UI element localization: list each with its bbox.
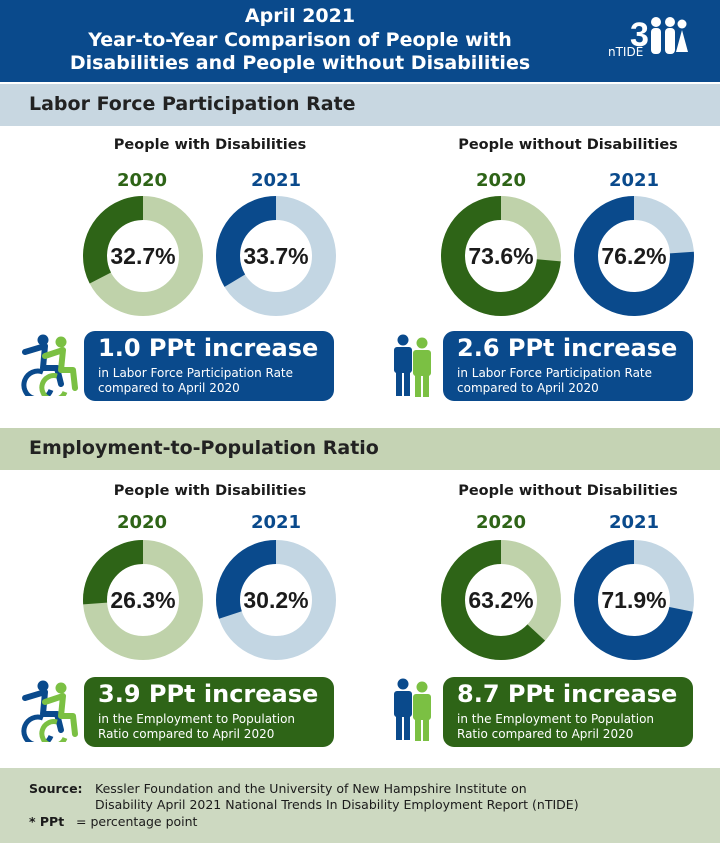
donut-arc (83, 540, 203, 660)
wheelchair-icon (21, 680, 78, 742)
group-label: People without Disabilities (458, 483, 678, 499)
increase-caption-line1: in Labor Force Participation Rate (98, 366, 294, 380)
title-line-1: April 2021 (244, 5, 356, 27)
ppt-definition: = percentage point (76, 814, 198, 829)
increase-callout: 8.7 PPt increase in the Employment to Po… (443, 677, 693, 747)
donut-chart: 30.2% (216, 540, 336, 660)
people-icon (394, 334, 431, 397)
wheelchair-icon (21, 334, 78, 396)
donut-value: 30.2% (243, 587, 309, 613)
donut-arc (83, 196, 203, 316)
donut-chart: 73.6% (441, 196, 561, 316)
section-title: Employment-to-Population Ratio (29, 437, 379, 459)
increase-value: 2.6 PPt increase (457, 334, 678, 362)
increase-value: 8.7 PPt increase (457, 680, 678, 708)
ppt-label: * PPt (29, 814, 65, 829)
increase-value: 1.0 PPt increase (98, 334, 319, 362)
increase-caption-line2: Ratio compared to April 2020 (98, 727, 275, 741)
increase-caption-line1: in the Employment to Population (98, 712, 296, 726)
year-label-2021: 2021 (250, 170, 302, 191)
donut-chart: 32.7% (83, 196, 203, 316)
increase-callout: 3.9 PPt increase in the Employment to Po… (84, 677, 334, 747)
donut-arc (441, 196, 561, 316)
donut-arc (574, 196, 694, 316)
year-label-2021: 2021 (608, 512, 660, 533)
year-label-2021: 2021 (250, 512, 302, 533)
source-line-2: Disability April 2021 National Trends In… (95, 797, 579, 812)
year-label-2020: 2020 (116, 170, 168, 191)
increase-caption-line2: compared to April 2020 (98, 381, 240, 395)
year-label-2020: 2020 (475, 170, 527, 191)
logo-text: nTIDE (608, 45, 644, 59)
donut-chart: 33.7% (216, 196, 336, 316)
logo-number: 3 (630, 16, 649, 54)
donut-chart: 76.2% (574, 196, 694, 316)
increase-callout: 1.0 PPt increase in Labor Force Particip… (84, 331, 334, 401)
header-banner: April 2021 Year-to-Year Comparison of Pe… (0, 0, 720, 82)
year-label-2020: 2020 (116, 512, 168, 533)
donut-arc (574, 540, 694, 660)
donut-value: 32.7% (110, 243, 176, 269)
group-label: People without Disabilities (458, 137, 678, 153)
year-label-2020: 2020 (475, 512, 527, 533)
group-label: People with Disabilities (113, 137, 307, 153)
ntide-logo: 3 nTIDE (608, 14, 694, 74)
footer-source: Source: Kessler Foundation and the Unive… (0, 768, 720, 843)
group-label: People with Disabilities (113, 483, 307, 499)
increase-caption-line1: in Labor Force Participation Rate (457, 366, 653, 380)
donut-arc (441, 540, 561, 660)
donut-arc (216, 540, 336, 660)
title-line-2: Year-to-Year Comparison of People with (88, 29, 512, 51)
increase-callout: 2.6 PPt increase in Labor Force Particip… (443, 331, 693, 401)
section-band-employment: Employment-to-Population Ratio (0, 428, 720, 470)
source-label: Source: (29, 781, 83, 796)
title-line-3: Disabilities and People without Disabili… (69, 52, 531, 74)
increase-value: 3.9 PPt increase (98, 680, 319, 708)
donut-value: 71.9% (601, 587, 667, 613)
section-title: Labor Force Participation Rate (29, 93, 356, 115)
donut-chart: 71.9% (574, 540, 694, 660)
donut-chart: 63.2% (441, 540, 561, 660)
donut-value: 63.2% (468, 587, 534, 613)
donut-value: 26.3% (110, 587, 176, 613)
section-band-labor-force: Labor Force Participation Rate (0, 84, 720, 126)
source-line-1: Kessler Foundation and the University of… (95, 781, 527, 796)
donut-chart: 26.3% (83, 540, 203, 660)
year-label-2021: 2021 (608, 170, 660, 191)
increase-caption-line2: compared to April 2020 (457, 381, 599, 395)
donut-value: 73.6% (468, 243, 534, 269)
donut-value: 33.7% (243, 243, 309, 269)
people-icon (394, 678, 431, 741)
donut-arc (216, 196, 336, 316)
donut-value: 76.2% (601, 243, 667, 269)
increase-caption-line1: in the Employment to Population (457, 712, 655, 726)
increase-caption-line2: Ratio compared to April 2020 (457, 727, 634, 741)
